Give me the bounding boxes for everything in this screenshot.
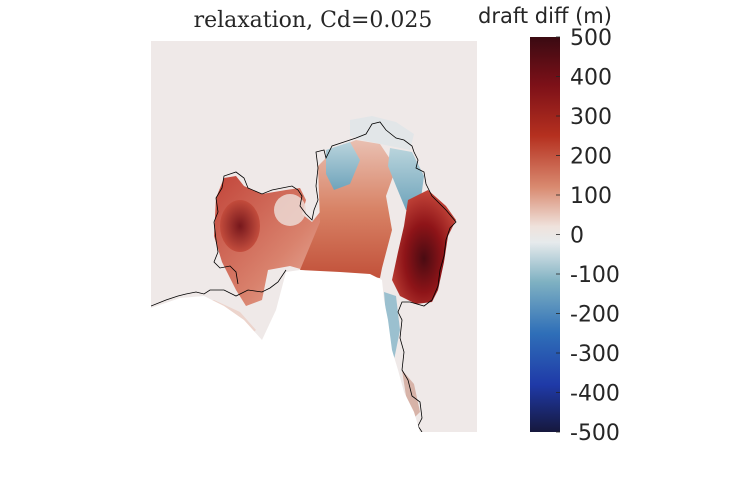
coastline-outline bbox=[151, 121, 457, 432]
colorbar-tick-label: 400 bbox=[570, 66, 612, 91]
draft-diff-field bbox=[186, 116, 456, 418]
lower-blue-strip bbox=[384, 292, 400, 360]
map-panel bbox=[151, 41, 477, 432]
colorbar-tick-label: 300 bbox=[570, 105, 612, 130]
upper-right-blue bbox=[388, 148, 424, 210]
left-light-patch bbox=[274, 194, 306, 226]
colorbar-tick-label: 100 bbox=[570, 184, 612, 209]
right-field bbox=[392, 190, 456, 304]
colorbar-label: draft diff (m) bbox=[478, 4, 612, 28]
lower-right-strip bbox=[402, 370, 420, 418]
colorbar-bar bbox=[530, 37, 560, 432]
colorbar-tick-label: -300 bbox=[570, 342, 620, 367]
grounded-land-left bbox=[151, 308, 244, 432]
colorbar-tick-label: -100 bbox=[570, 263, 620, 288]
colorbar-tick-label: -200 bbox=[570, 303, 620, 328]
chart-title: relaxation, Cd=0.025 bbox=[194, 8, 433, 33]
colorbar-tick-label: 500 bbox=[570, 26, 612, 51]
upper-strip bbox=[350, 116, 414, 150]
colorbar: draft diff (m) 500 400 300 200 100 0 -100 -200 -… bbox=[478, 4, 620, 446]
colorbar-tick-label: 0 bbox=[570, 224, 584, 249]
left-dark-patch bbox=[220, 200, 260, 252]
colorbar-tick-label: 200 bbox=[570, 145, 612, 170]
colorbar-tick-label: -400 bbox=[570, 382, 620, 407]
colorbar-tick-label: -500 bbox=[570, 421, 620, 446]
colorbar-ticks: 500 400 300 200 100 0 -100 -200 -300 -400 -500 bbox=[556, 26, 620, 446]
central-field bbox=[300, 140, 396, 278]
upper-left-blue bbox=[326, 142, 360, 190]
